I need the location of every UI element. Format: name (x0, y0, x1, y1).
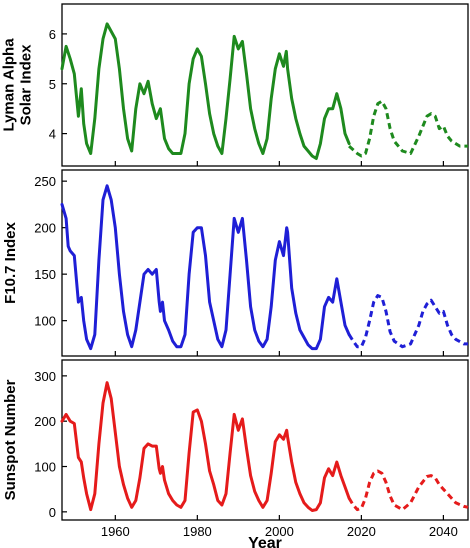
y-tick-label-ssn-0: 0 (49, 505, 56, 520)
y-tick-label-f107-3: 250 (34, 174, 56, 189)
series-observed-lyman (60, 22, 351, 160)
series-observed-ssn (60, 381, 351, 512)
panel-frame-lyman (61, 3, 469, 167)
y-tick-label-lyman-2: 6 (49, 27, 56, 42)
y-tick-label-ssn-3: 300 (34, 369, 56, 384)
y-axis-label-f107-0: F10.7 Index (2, 221, 19, 303)
series-predicted-f107 (347, 294, 468, 349)
x-tick-label-4: 2040 (429, 524, 458, 539)
y-tick-label-ssn-2: 200 (34, 414, 56, 429)
series-predicted-lyman (348, 99, 468, 158)
x-tick-label-3: 2020 (347, 524, 376, 539)
y-tick-label-lyman-1: 5 (49, 77, 56, 92)
y-axis-label-lyman-0: Lyman Alpha (1, 38, 18, 132)
series-observed-f107 (60, 184, 351, 351)
y-tick-label-f107-0: 100 (34, 314, 56, 329)
x-tick-label-2: 2000 (265, 524, 294, 539)
y-tick-label-ssn-1: 100 (34, 460, 56, 475)
x-axis-label: Year (248, 535, 282, 548)
panel-frame-f107 (61, 169, 469, 357)
y-axis-label-lyman-1: Solar Index (18, 44, 35, 126)
series-predicted-ssn (347, 469, 469, 512)
y-tick-label-lyman-0: 4 (49, 127, 56, 142)
x-tick-label-1: 1980 (183, 524, 212, 539)
y-tick-label-f107-1: 150 (34, 267, 56, 282)
panel-frame-ssn (61, 359, 469, 521)
y-axis-label-ssn-0: Sunspot Number (2, 379, 19, 500)
y-tick-label-f107-2: 200 (34, 221, 56, 236)
x-tick-label-0: 1960 (101, 524, 130, 539)
